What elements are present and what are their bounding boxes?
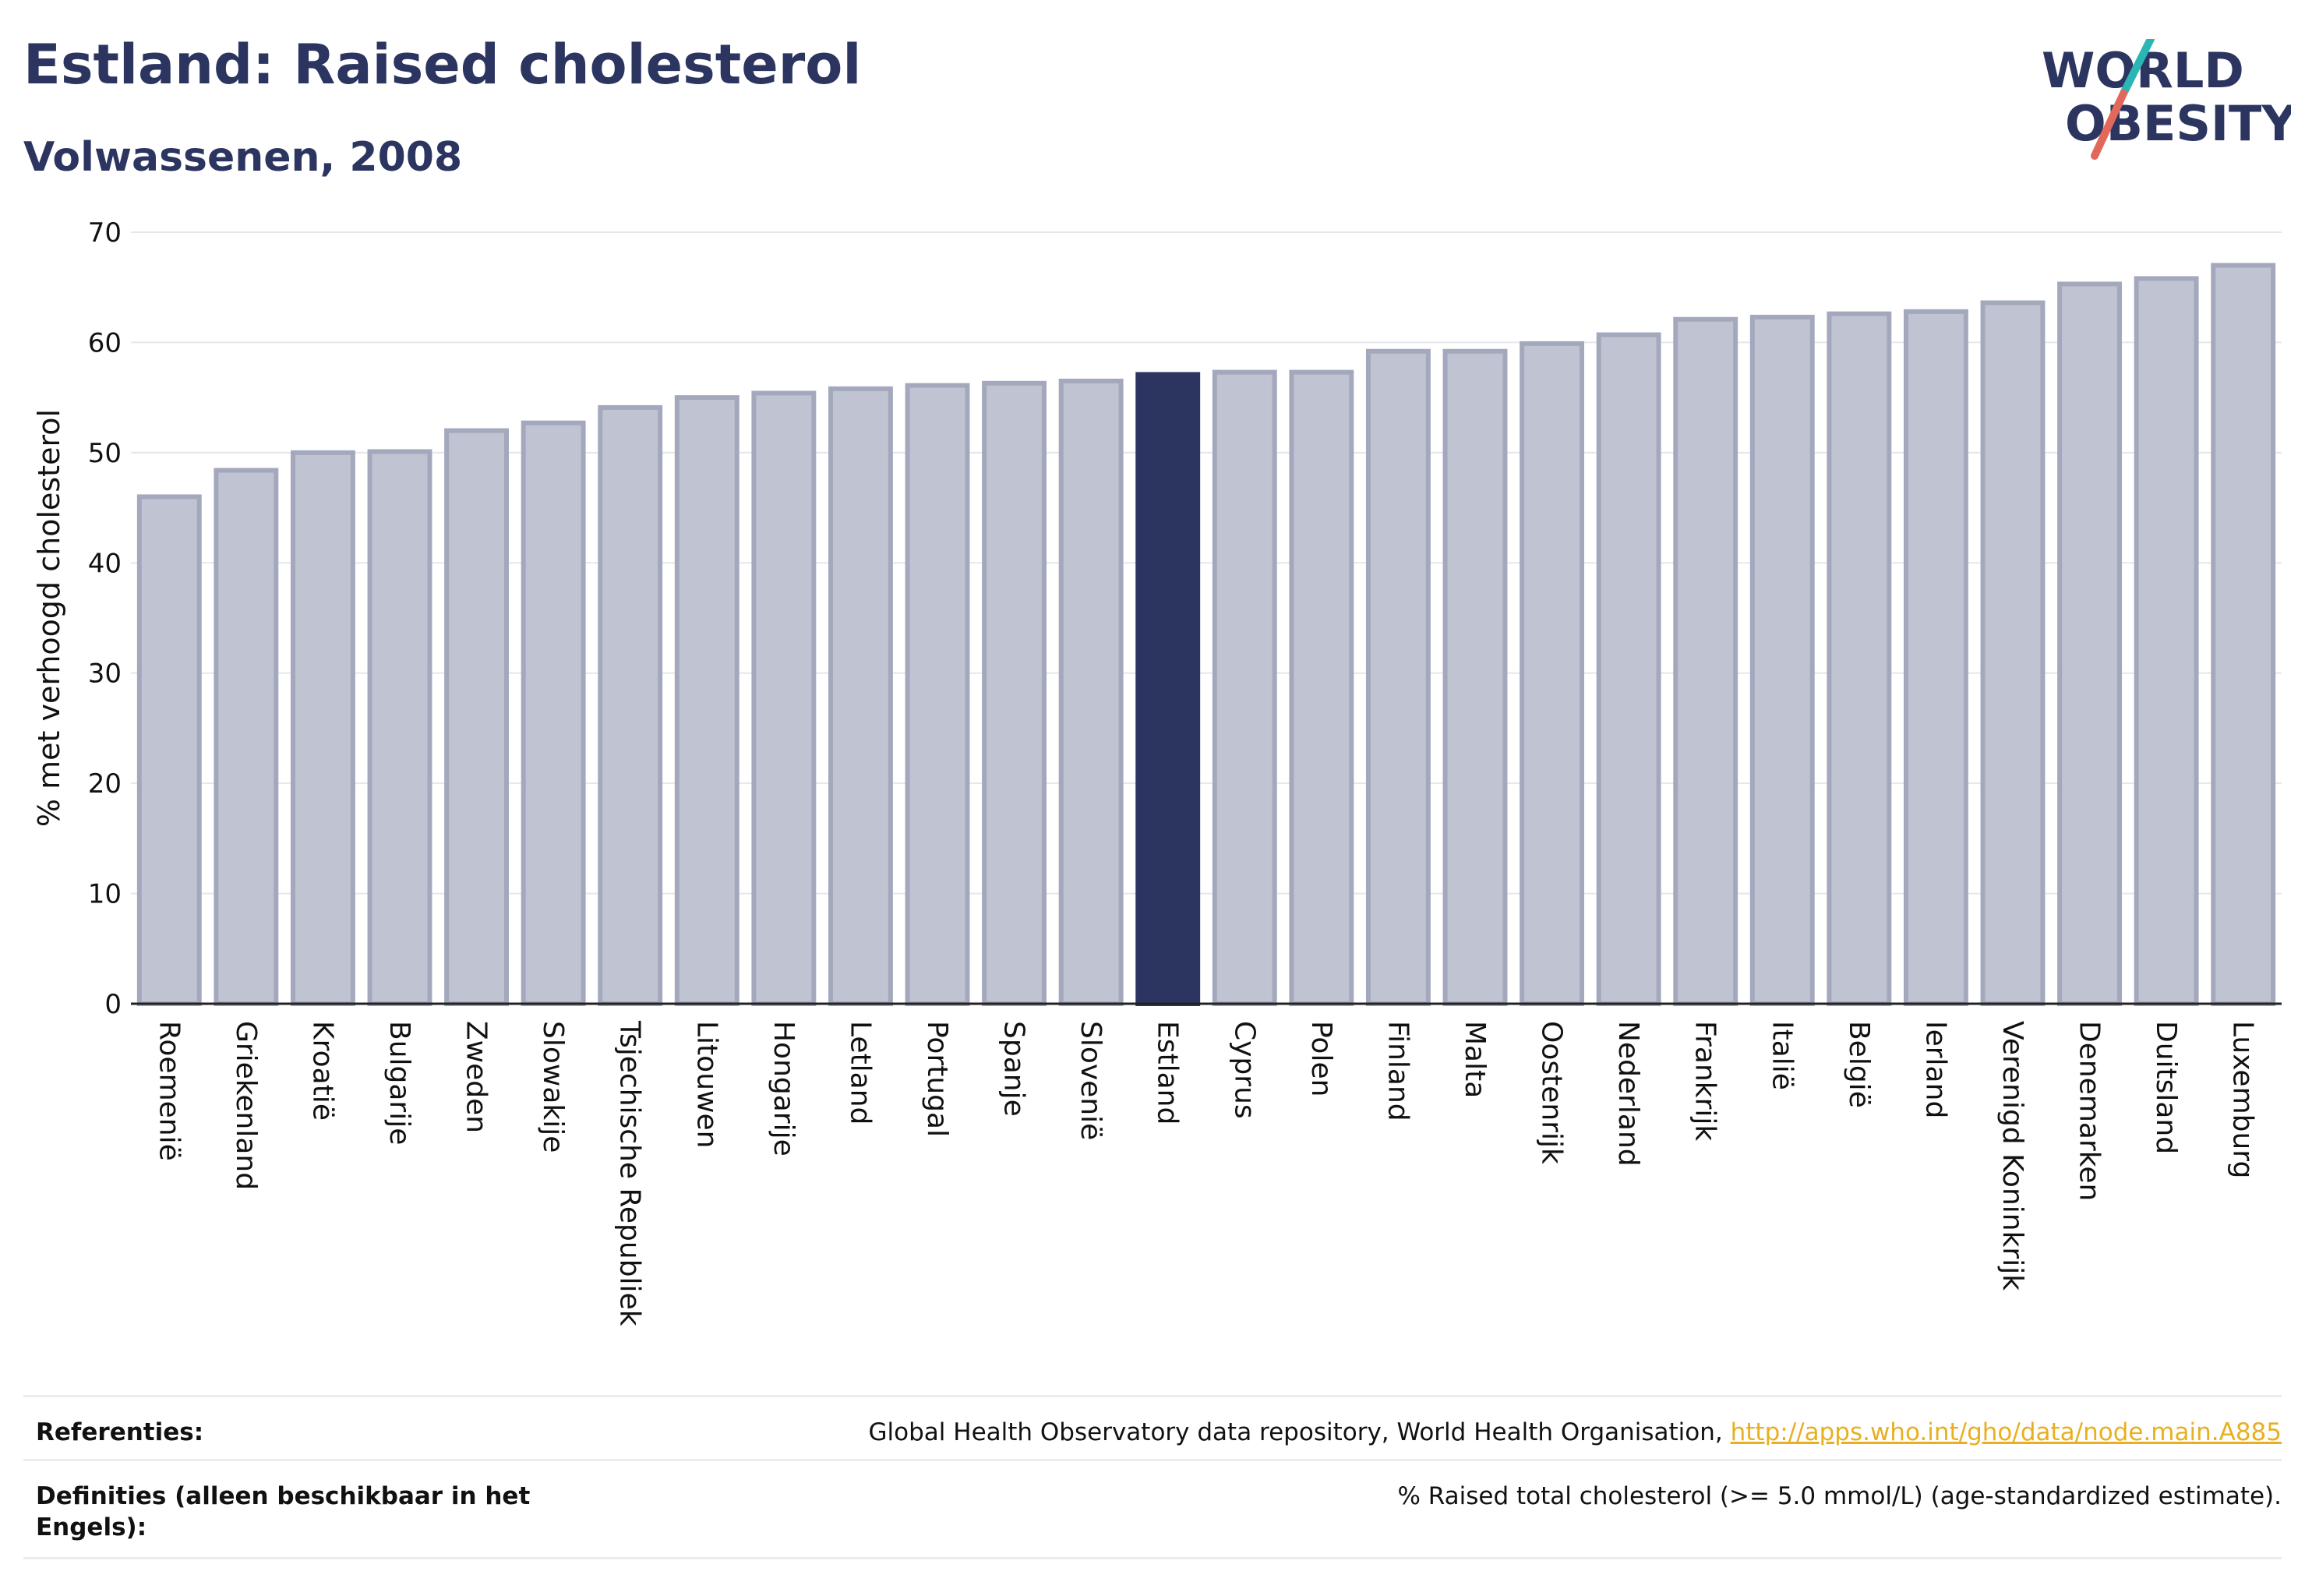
bar[interactable] [214,468,279,1006]
chart-title: Estland: Raised cholesterol [23,33,862,97]
x-tick-label: Polen [1305,1021,1337,1096]
bar[interactable] [521,420,586,1006]
bar[interactable] [367,449,432,1006]
bar[interactable] [598,404,663,1006]
x-tick-label: Italië [1766,1021,1798,1090]
x-tick-label: Luxemburg [2227,1021,2259,1178]
references-link[interactable]: http://apps.who.int/gho/data/node.main.A… [1730,1418,2282,1446]
y-tick-label: 40 [88,548,122,579]
x-tick-label: Estland [1152,1021,1184,1125]
x-tick-label: Bulgarije [383,1021,415,1145]
x-tick-label: Oostenrijk [1536,1021,1568,1164]
bar[interactable] [905,383,970,1007]
bar[interactable] [1212,369,1277,1007]
definitions-text: % Raised total cholesterol (>= 5.0 mmol/… [1397,1482,2282,1510]
y-tick-label: 10 [88,879,122,910]
y-tick-label: 30 [88,659,122,690]
bar-highlighted[interactable] [1135,372,1201,1006]
bar-chart: 0 10 20 30 40 50 60 70 Roemenië Griekenland Kroat… [32,217,2282,1326]
footer-divider-top [23,1395,2282,1397]
chart-subtitle: Volwassenen, 2008 [23,134,463,181]
y-axis-label: % met verhoogd cholesterol [32,409,66,827]
bar[interactable] [751,390,817,1006]
bar[interactable] [2211,263,2276,1006]
x-tick-label: Portugal [921,1021,953,1137]
bars [136,263,2276,1007]
x-tick-label: Duitsland [2150,1021,2182,1154]
x-tick-label: Zweden [461,1021,492,1133]
bar[interactable] [1442,348,1508,1006]
x-tick-label: Ierland [1919,1021,1951,1118]
bar[interactable] [674,395,740,1006]
bar[interactable] [828,386,893,1007]
y-axis-ticks: 0 10 20 30 40 50 60 70 [88,217,122,1020]
definitions-label: Definities (alleen beschikbaar in het En… [36,1482,531,1541]
footer-divider-middle [23,1459,2282,1461]
x-tick-label: Letland [844,1021,876,1125]
bar[interactable] [1903,309,1968,1007]
x-tick-label: Slowakije [537,1021,569,1153]
x-tick-label: Nederland [1612,1021,1644,1167]
y-tick-label: 50 [88,438,122,469]
bar[interactable] [2134,276,2199,1006]
x-tick-label: Verenigd Koninkrijk [1996,1021,2028,1291]
bar[interactable] [1673,316,1738,1006]
x-tick-label: Malta [1459,1021,1491,1098]
bar[interactable] [2057,281,2123,1006]
x-tick-label: Slovenië [1075,1021,1107,1140]
bar[interactable] [1058,378,1124,1006]
x-tick-label: Griekenland [230,1021,262,1190]
bar[interactable] [1827,311,1892,1006]
bar[interactable] [1520,341,1585,1007]
x-tick-label: Cyprus [1228,1021,1260,1119]
bar[interactable] [1980,300,2046,1006]
bar[interactable] [1289,369,1354,1007]
x-tick-label: België [1843,1021,1875,1108]
x-tick-label: Litouwen [690,1021,722,1148]
y-tick-label: 60 [88,327,122,358]
x-axis-labels: Roemenië Griekenland Kroatië Bulgarije Zwede… [153,1020,2258,1326]
logo-slash-top [2120,39,2155,97]
x-tick-label: Spanje [998,1021,1030,1117]
x-tick-label: Denemarken [2074,1021,2106,1201]
world-obesity-logo: WORLD OBESITY [2042,39,2291,160]
x-tick-label: Kroatië [306,1021,338,1121]
bar[interactable] [444,428,510,1006]
bar[interactable] [982,380,1047,1006]
x-tick-label: Hongarije [768,1021,800,1156]
bar[interactable] [1365,348,1431,1006]
x-tick-label: Finland [1382,1021,1414,1121]
bar[interactable] [136,494,202,1006]
references-source: Global Health Observatory data repositor… [868,1418,1731,1446]
references-label: Referenties: [36,1418,204,1446]
y-tick-label: 20 [88,768,122,800]
x-tick-label: Roemenië [153,1021,185,1161]
y-tick-label: 0 [104,989,122,1020]
bar[interactable] [290,450,355,1006]
bar[interactable] [1749,314,1815,1006]
bar[interactable] [1596,332,1661,1006]
references-text: Global Health Observatory data repositor… [869,1417,2282,1448]
x-tick-label: Frankrijk [1689,1021,1721,1141]
logo-slash-bottom [2091,90,2127,160]
y-tick-label: 70 [88,217,122,249]
x-tick-label: Tsjechische Republiek [614,1020,646,1326]
footer-divider-bottom [23,1557,2282,1559]
